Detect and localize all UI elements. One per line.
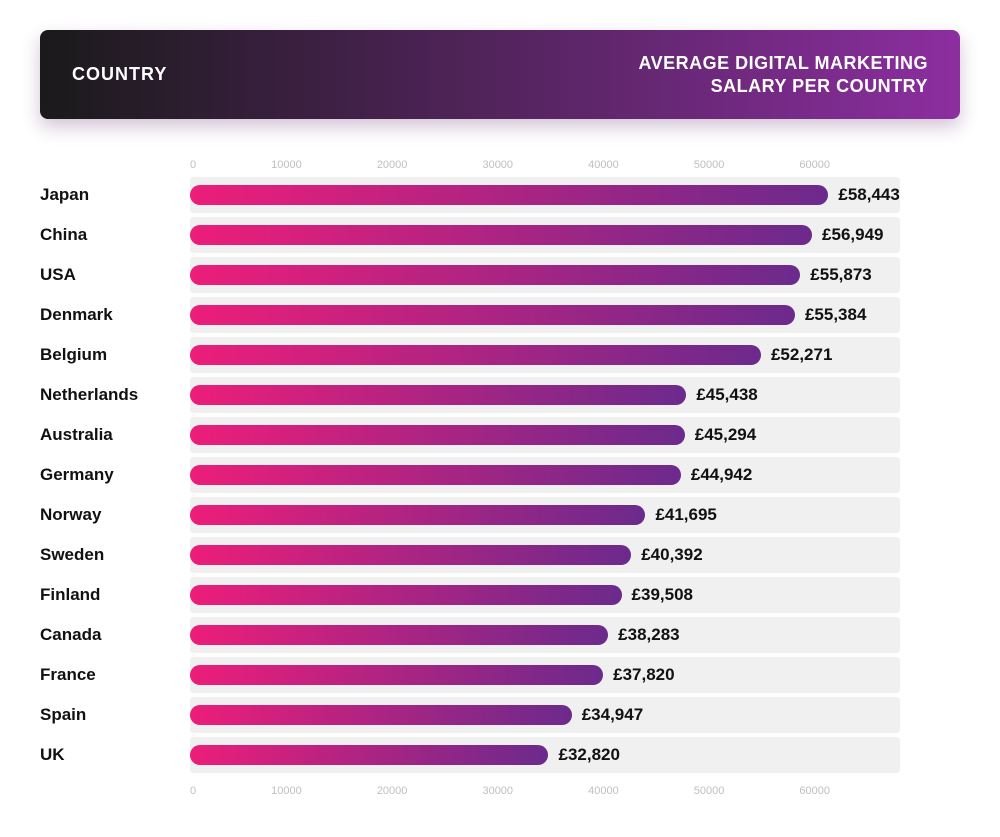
chart-row: France £37,820 [40,657,900,693]
value-label: £58,443 [838,185,899,205]
header-bar: COUNTRY AVERAGE DIGITAL MARKETING SALARY… [40,30,960,119]
chart-row: China £56,949 [40,217,900,253]
bar-fill [190,305,795,325]
value-label: £45,438 [696,385,757,405]
value-label: £34,947 [582,705,643,725]
bar-track: £45,438 [190,377,900,413]
bar-fill [190,585,622,605]
value-label: £55,873 [810,265,871,285]
bar-track: £37,820 [190,657,900,693]
bar-track: £58,443 [190,177,900,213]
bar-fill [190,505,645,525]
country-label: Sweden [40,545,190,565]
value-label: £52,271 [771,345,832,365]
x-axis-bottom: 0 10000 20000 30000 40000 50000 60000 [190,777,830,797]
x-axis-tick: 20000 [377,785,408,797]
country-label: Japan [40,185,190,205]
bar-fill [190,745,548,765]
x-axis-tick: 60000 [799,785,830,797]
country-label: Finland [40,585,190,605]
bar-fill [190,465,681,485]
x-axis-tick: 60000 [799,159,830,171]
value-label: £44,942 [691,465,752,485]
value-label: £37,820 [613,665,674,685]
bar-track: £44,942 [190,457,900,493]
x-axis-tick: 0 [190,159,196,171]
country-label: USA [40,265,190,285]
x-axis-tick: 30000 [482,159,513,171]
chart-row: UK £32,820 [40,737,900,773]
x-axis-tick: 10000 [271,159,302,171]
country-label: Netherlands [40,385,190,405]
x-axis-tick: 50000 [694,159,725,171]
x-axis-tick: 30000 [482,785,513,797]
bar-track: £38,283 [190,617,900,653]
bar-fill [190,625,608,645]
country-label: Canada [40,625,190,645]
bar-fill [190,265,800,285]
x-axis-tick: 50000 [694,785,725,797]
country-label: Denmark [40,305,190,325]
bar-fill [190,425,685,445]
value-label: £55,384 [805,305,866,325]
chart-row: Australia £45,294 [40,417,900,453]
x-axis-tick: 40000 [588,159,619,171]
header-left-label: COUNTRY [72,64,167,85]
chart-row: Spain £34,947 [40,697,900,733]
country-label: Belgium [40,345,190,365]
country-label: France [40,665,190,685]
country-label: Germany [40,465,190,485]
chart-row: Japan £58,443 [40,177,900,213]
bar-track: £40,392 [190,537,900,573]
country-label: China [40,225,190,245]
bar-track: £32,820 [190,737,900,773]
chart-row: Belgium £52,271 [40,337,900,373]
x-axis-tick: 40000 [588,785,619,797]
bar-track: £56,949 [190,217,900,253]
value-label: £45,294 [695,425,756,445]
header-right-title: AVERAGE DIGITAL MARKETING SALARY PER COU… [638,52,928,97]
chart-row: Germany £44,942 [40,457,900,493]
value-label: £38,283 [618,625,679,645]
x-axis-tick: 20000 [377,159,408,171]
bar-track: £41,695 [190,497,900,533]
chart-row: Denmark £55,384 [40,297,900,333]
x-axis-top: 0 10000 20000 30000 40000 50000 60000 [190,159,830,177]
chart-row: Sweden £40,392 [40,537,900,573]
bar-fill [190,705,572,725]
header-right-line1: AVERAGE DIGITAL MARKETING [638,52,928,75]
header-right-line2: SALARY PER COUNTRY [638,75,928,98]
bar-fill [190,225,812,245]
chart-row: Canada £38,283 [40,617,900,653]
bar-track: £34,947 [190,697,900,733]
bar-fill [190,665,603,685]
bar-track: £45,294 [190,417,900,453]
bar-track: £39,508 [190,577,900,613]
value-label: £32,820 [558,745,619,765]
value-label: £41,695 [655,505,716,525]
chart-row: USA £55,873 [40,257,900,293]
country-label: Spain [40,705,190,725]
bar-fill [190,545,631,565]
bar-track: £55,873 [190,257,900,293]
x-axis-tick: 10000 [271,785,302,797]
bar-track: £52,271 [190,337,900,373]
chart-row: Finland £39,508 [40,577,900,613]
value-label: £56,949 [822,225,883,245]
country-label: Australia [40,425,190,445]
salary-bar-chart: 0 10000 20000 30000 40000 50000 60000 Japan £58… [40,159,960,797]
bar-fill [190,385,686,405]
chart-row: Netherlands £45,438 [40,377,900,413]
value-label: £40,392 [641,545,702,565]
bar-fill [190,345,761,365]
value-label: £39,508 [632,585,693,605]
country-label: UK [40,745,190,765]
bar-track: £55,384 [190,297,900,333]
chart-rows: Japan £58,443 China £56,949 USA £55,873 Denmar… [40,177,900,773]
country-label: Norway [40,505,190,525]
chart-row: Norway £41,695 [40,497,900,533]
x-axis-tick: 0 [190,785,196,797]
bar-fill [190,185,828,205]
